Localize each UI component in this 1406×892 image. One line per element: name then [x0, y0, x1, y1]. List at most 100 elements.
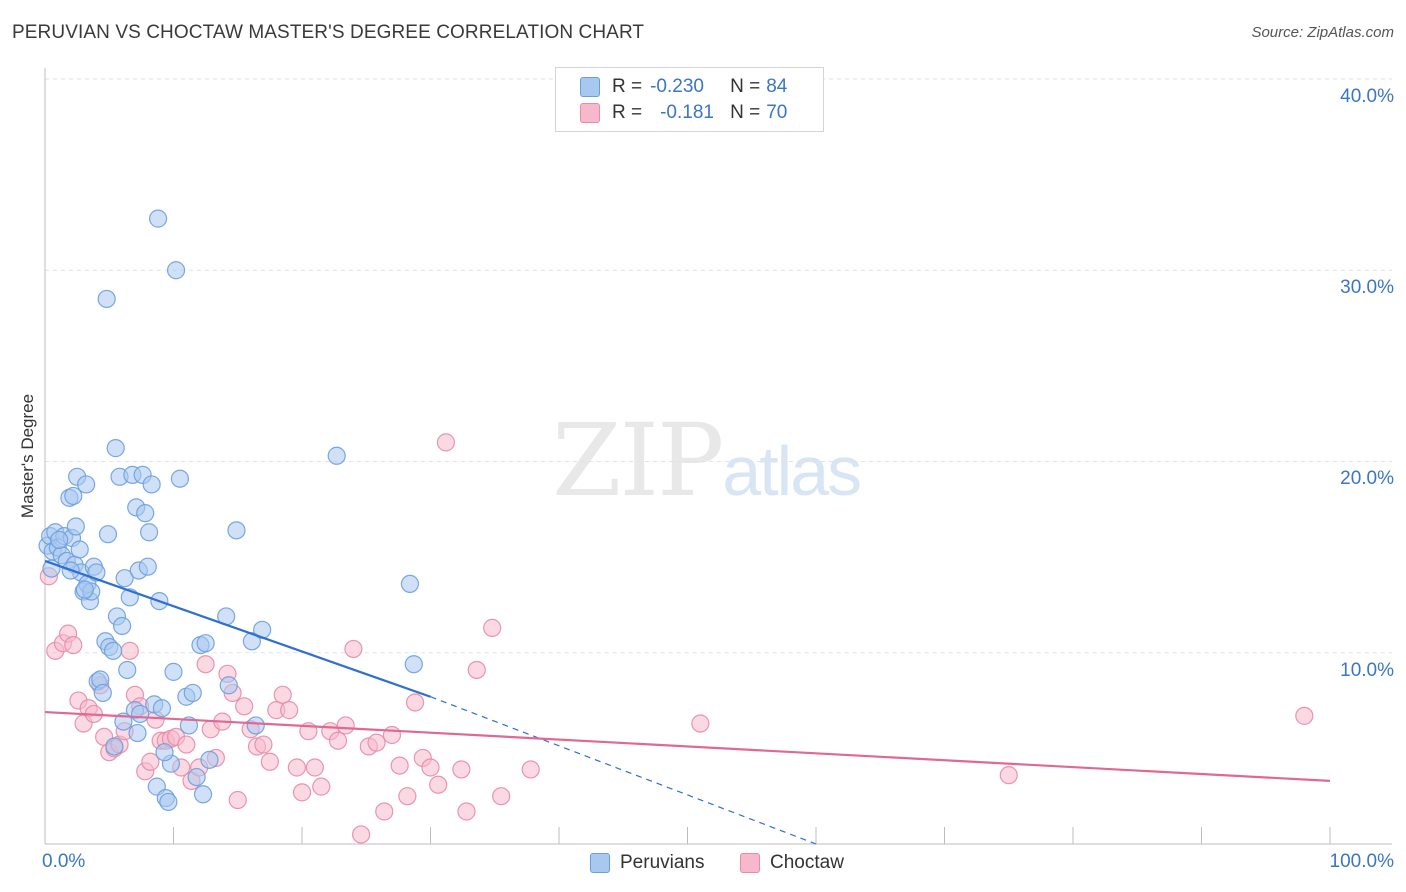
peruvians-point	[139, 523, 159, 542]
bottom-legend-label-peruvians: Peruvians	[620, 852, 705, 873]
x-tick-label-min: 0.0%	[42, 851, 86, 872]
peruvians-point	[246, 716, 265, 735]
peruvians-point	[104, 641, 123, 660]
peruvians-point	[112, 616, 132, 636]
peruvians-point	[152, 699, 172, 718]
legend-swatch-peruvians	[580, 77, 600, 97]
x-tick-label-max: 100.0%	[1329, 851, 1394, 872]
peruvians-point	[98, 525, 118, 544]
choctaw-point	[312, 777, 331, 796]
peruvians-point	[118, 660, 137, 680]
choctaw-point	[436, 433, 456, 452]
peruvians-point	[200, 750, 219, 769]
peruvians-point	[166, 261, 186, 280]
choctaw-point	[452, 760, 471, 779]
peruvians-point	[64, 486, 83, 506]
peruvians-trend-extension	[430, 696, 817, 845]
legend-r-value-choctaw: -0.181	[660, 102, 714, 123]
choctaw-point	[177, 735, 196, 754]
peruvians-point	[142, 475, 161, 494]
y-tick-label-30: 30.0%	[1340, 277, 1394, 298]
choctaw-point	[405, 693, 425, 712]
source-label: Source: ZipAtlas.com	[1251, 24, 1394, 41]
choctaw-point	[328, 731, 348, 750]
choctaw-point	[398, 787, 417, 806]
peruvians-point	[164, 662, 183, 681]
peruvians-point	[196, 634, 215, 653]
peruvians-point	[115, 569, 134, 588]
choctaw-point	[336, 716, 355, 735]
chart-title: PERUVIAN VS CHOCTAW MASTER'S DEGREE CORR…	[12, 22, 645, 43]
choctaw-point	[382, 725, 402, 745]
y-tick-label-20: 20.0%	[1340, 468, 1394, 489]
legend-r-label: R =	[612, 76, 643, 97]
choctaw-point	[141, 752, 160, 771]
legend-row-choctaw: R = -0.181 N = 70	[580, 100, 787, 126]
choctaw-point	[352, 825, 371, 844]
peruvians-point	[159, 792, 178, 812]
peruvians-point	[75, 580, 94, 599]
bottom-legend-swatch-peruvians	[590, 853, 610, 873]
peruvians-point	[128, 723, 147, 743]
legend-r-label: R =	[612, 102, 643, 123]
choctaw-point	[367, 733, 386, 752]
bottom-legend-peruvians[interactable]: Peruvians	[590, 852, 705, 874]
peruvians-point	[77, 475, 96, 494]
choctaw-point	[280, 701, 299, 720]
bottom-legend-label-choctaw: Choctaw	[770, 852, 844, 873]
y-tick-label-40: 40.0%	[1340, 86, 1394, 107]
choctaw-point	[260, 752, 279, 771]
peruvians-point	[148, 209, 168, 228]
choctaw-point	[228, 790, 247, 810]
legend-row-peruvians: R = -0.230 N = 84	[580, 74, 787, 100]
peruvians-point	[106, 439, 125, 458]
bottom-legend-swatch-choctaw	[740, 853, 760, 873]
peruvians-point	[227, 521, 246, 540]
choctaw-point	[521, 760, 540, 779]
peruvians-point	[155, 743, 174, 762]
choctaw-point	[254, 735, 273, 754]
peruvians-point	[183, 683, 202, 703]
peruvians-point	[179, 716, 199, 735]
choctaw-point	[375, 802, 394, 821]
choctaw-point	[421, 758, 440, 777]
legend-r-value-peruvians: -0.230	[650, 76, 704, 97]
y-tick-label-10: 10.0%	[1340, 660, 1394, 681]
peruvians-point	[105, 737, 124, 756]
choctaw-point	[492, 787, 511, 806]
choctaw-point	[457, 802, 476, 821]
peruvians-point	[219, 676, 238, 695]
legend-n-label: N =	[730, 102, 761, 123]
peruvians-trend-line	[44, 559, 431, 698]
choctaw-point	[1295, 706, 1314, 725]
peruvians-point	[327, 446, 346, 465]
choctaw-point	[196, 655, 215, 674]
peruvians-point	[187, 767, 206, 787]
legend-n-value-peruvians: 84	[766, 76, 788, 97]
peruvians-point	[66, 517, 85, 536]
peruvians-point	[97, 289, 116, 309]
y-axis-label: Master's Degree	[18, 393, 37, 519]
choctaw-trend-line	[44, 710, 1331, 782]
correlation-legend: R = -0.230 N = 84 R = -0.181 N = 70	[555, 67, 824, 132]
peruvians-point	[136, 504, 155, 523]
choctaw-point	[273, 685, 292, 704]
peruvians-point	[193, 785, 213, 804]
choctaw-point	[292, 783, 312, 802]
bottom-legend: Peruvians Choctaw	[0, 852, 1406, 878]
legend-swatch-choctaw	[580, 103, 600, 123]
choctaw-point	[691, 714, 710, 733]
peruvians-point	[404, 655, 423, 674]
peruvians-point	[50, 530, 69, 550]
choctaw-point	[235, 697, 254, 716]
peruvians-point	[70, 540, 89, 559]
choctaw-point	[467, 660, 486, 680]
bottom-legend-choctaw[interactable]: Choctaw	[740, 852, 844, 874]
legend-n-value-choctaw: 70	[766, 102, 788, 123]
peruvians-point	[400, 574, 420, 594]
choctaw-point	[999, 766, 1018, 785]
peruvians-point	[93, 683, 112, 703]
choctaw-point	[483, 618, 502, 637]
choctaw-point	[305, 758, 324, 777]
